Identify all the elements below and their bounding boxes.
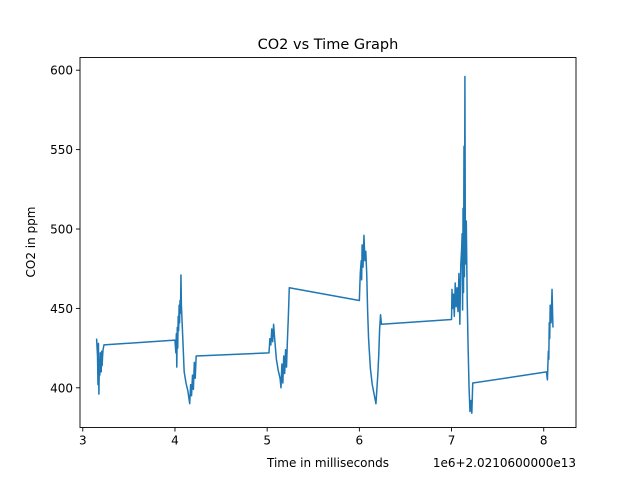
x-tick-label: 8 [540,434,548,448]
x-tick-label: 5 [263,434,271,448]
x-tick-label: 7 [448,434,456,448]
y-tick-label: 500 [50,223,73,237]
chart-title: CO2 vs Time Graph [258,37,399,53]
x-tick-label: 3 [79,434,87,448]
y-tick-label: 450 [50,302,73,316]
y-tick-label: 400 [50,381,73,395]
x-tick-label: 4 [171,434,179,448]
x-tick-label: 6 [356,434,364,448]
x-axis-label: Time in milliseconds [266,456,389,470]
y-tick-label: 600 [50,64,73,78]
y-tick-label: 550 [50,143,73,157]
y-axis-label: CO2 in ppm [24,207,38,278]
x-axis-offset-label: 1e6+2.0210600000e13 [433,456,576,470]
